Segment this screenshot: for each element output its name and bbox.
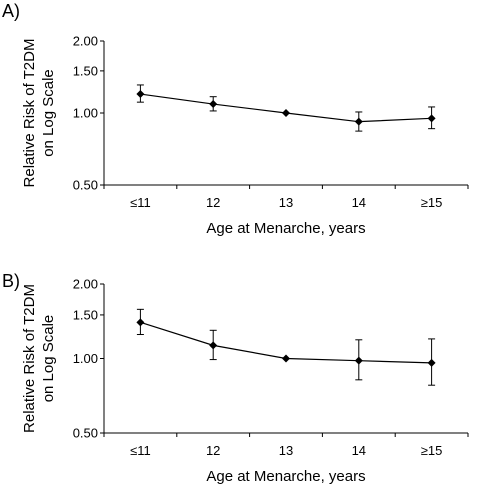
y-tick-label: 2.00 bbox=[73, 277, 98, 292]
x-tick-label: ≥15 bbox=[421, 443, 443, 458]
data-point-marker bbox=[282, 109, 290, 117]
data-point-marker bbox=[427, 114, 436, 123]
y-axis-title-line: on Log Scale bbox=[40, 69, 57, 157]
x-tick-label: 13 bbox=[279, 443, 293, 458]
data-point-marker bbox=[209, 100, 218, 109]
chart-panel-b: B) 2.00 1.50 1.00 0.50 ≤11 12 13 14 ≥15 Age at Me… bbox=[0, 244, 478, 488]
x-tick-label: 13 bbox=[279, 195, 293, 210]
series-line bbox=[140, 93, 432, 123]
chart-panel-a: A) 2.00 1.50 1.00 0.50 ≤11 12 13 14 ≥15 Age at Me… bbox=[0, 0, 478, 244]
y-tick-label: 0.50 bbox=[73, 178, 98, 193]
y-axis-title-line: Relative Risk of T2DM bbox=[21, 39, 38, 188]
y-tick-label: 2.00 bbox=[73, 34, 98, 49]
data-point-marker bbox=[354, 117, 363, 126]
x-axis-title: Age at Menarche, years bbox=[206, 220, 365, 237]
data-point-marker bbox=[282, 354, 290, 363]
data-point-marker bbox=[427, 358, 436, 367]
y-tick-label: 1.50 bbox=[73, 307, 98, 322]
y-tick-label: 1.50 bbox=[73, 63, 98, 78]
y-axis-title-line: Relative Risk of T2DM bbox=[21, 284, 38, 433]
x-tick-label: ≥15 bbox=[421, 195, 443, 210]
y-tick-label: 0.50 bbox=[73, 426, 98, 441]
data-point-marker bbox=[136, 318, 145, 327]
x-tick-label: 14 bbox=[352, 195, 366, 210]
x-tick-label: ≤11 bbox=[130, 443, 151, 458]
x-tick-label: ≤11 bbox=[130, 195, 151, 210]
y-tick-label: 1.00 bbox=[73, 351, 98, 366]
x-tick-label: 12 bbox=[206, 443, 220, 458]
chart-b: 2.00 1.50 1.00 0.50 ≤11 12 13 14 ≥15 Age at Menar… bbox=[21, 277, 469, 485]
panel-label-b: B) bbox=[2, 271, 20, 291]
data-point-marker bbox=[354, 356, 363, 365]
data-point-marker bbox=[136, 90, 145, 99]
x-tick-label: 12 bbox=[206, 195, 220, 210]
data-point-marker bbox=[209, 341, 218, 350]
y-axis-title-line: on Log Scale bbox=[40, 315, 57, 403]
y-tick-label: 1.00 bbox=[73, 106, 98, 121]
x-tick-label: 14 bbox=[352, 443, 366, 458]
chart-a: 2.00 1.50 1.00 0.50 ≤11 12 13 14 ≥15 Age at Menar… bbox=[21, 34, 469, 237]
x-axis-title: Age at Menarche, years bbox=[206, 468, 365, 485]
panel-label-a: A) bbox=[2, 1, 20, 21]
